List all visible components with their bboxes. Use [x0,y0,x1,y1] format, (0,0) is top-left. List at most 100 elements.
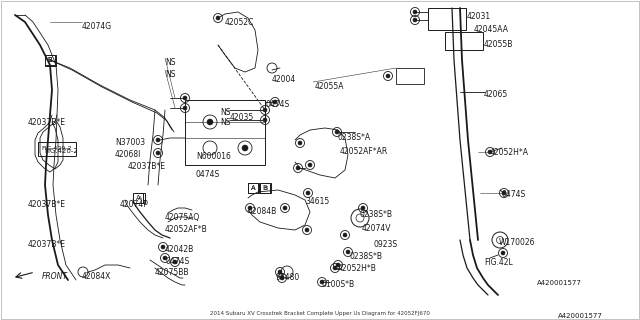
Text: B: B [263,186,267,190]
FancyBboxPatch shape [45,54,56,66]
Text: 34615: 34615 [305,197,329,206]
Circle shape [298,141,302,145]
Circle shape [173,260,177,264]
Circle shape [216,16,220,20]
Text: 0474S: 0474S [165,257,189,266]
Circle shape [333,266,337,270]
Text: A: A [251,185,255,191]
Circle shape [308,163,312,167]
Text: 0238S*B: 0238S*B [360,210,393,219]
Text: 0474S: 0474S [196,170,220,179]
Text: B: B [262,185,268,191]
FancyBboxPatch shape [259,183,271,193]
Text: A420001577: A420001577 [558,313,603,319]
Text: 42052C: 42052C [225,18,254,27]
Text: B: B [47,57,52,63]
Text: 0923S: 0923S [373,240,397,249]
Text: 42045AA: 42045AA [474,25,509,34]
Circle shape [156,138,160,142]
FancyBboxPatch shape [396,68,424,84]
Circle shape [488,150,492,154]
Circle shape [501,251,505,255]
Circle shape [386,74,390,78]
Text: 42052H*A: 42052H*A [490,148,529,157]
Text: 42074P: 42074P [120,200,149,209]
Text: A: A [251,186,255,190]
Text: FIG.420-2: FIG.420-2 [42,147,72,151]
Text: A: A [136,195,140,201]
FancyBboxPatch shape [45,55,55,65]
Text: B: B [47,57,52,63]
Text: 0474S: 0474S [502,190,526,199]
Text: 42042B: 42042B [165,245,195,254]
Text: 42037B*E: 42037B*E [128,162,166,171]
Circle shape [156,151,160,155]
Circle shape [280,276,284,280]
Text: 42052H*B: 42052H*B [338,264,377,273]
Text: NS: NS [165,70,175,79]
Text: 0474S: 0474S [265,100,289,109]
Text: A: A [138,196,142,201]
Text: 0238S*A: 0238S*A [338,133,371,142]
FancyBboxPatch shape [260,183,270,193]
Text: N37003: N37003 [115,138,145,147]
Circle shape [502,191,506,195]
Circle shape [305,228,309,232]
Circle shape [163,256,167,260]
Text: NS: NS [220,118,230,127]
Circle shape [263,108,267,112]
Text: 0238S*B: 0238S*B [350,252,383,261]
FancyBboxPatch shape [428,8,466,30]
Circle shape [306,191,310,195]
Text: 42084X: 42084X [82,272,111,281]
Text: 42035: 42035 [230,113,254,122]
FancyBboxPatch shape [135,193,145,203]
Text: FIG.420-2: FIG.420-2 [44,148,77,154]
Text: 42037B*E: 42037B*E [28,200,66,209]
Text: 94480: 94480 [275,273,300,282]
Circle shape [346,250,350,254]
Text: FIG.42L: FIG.42L [484,258,513,267]
FancyBboxPatch shape [133,193,143,203]
Circle shape [296,166,300,170]
Text: W170026: W170026 [499,238,536,247]
Text: 42075BB: 42075BB [155,268,189,277]
Circle shape [183,106,187,110]
Circle shape [336,263,340,267]
Text: 42074G: 42074G [82,22,112,31]
Text: 0100S*B: 0100S*B [322,280,355,289]
Text: 42037B*E: 42037B*E [28,240,66,249]
Text: FRONT: FRONT [42,272,68,281]
FancyBboxPatch shape [445,32,483,50]
Circle shape [263,118,267,122]
Circle shape [320,280,324,284]
Text: 42004: 42004 [272,75,296,84]
Circle shape [273,100,277,104]
Circle shape [335,130,339,134]
Text: 42084B: 42084B [248,207,277,216]
Circle shape [242,145,248,151]
Text: 42074V: 42074V [362,224,392,233]
Circle shape [413,10,417,14]
FancyBboxPatch shape [38,142,76,156]
Text: 2014 Subaru XV Crosstrek Bracket Complete Upper Us Diagram for 42052FJ670: 2014 Subaru XV Crosstrek Bracket Complet… [210,311,430,316]
Circle shape [361,206,365,210]
FancyBboxPatch shape [248,183,259,193]
Text: 42055B: 42055B [484,40,513,49]
Circle shape [183,96,187,100]
Text: 42037B*E: 42037B*E [28,118,66,127]
Text: 42068I: 42068I [115,150,141,159]
Text: 42075AQ: 42075AQ [165,213,200,222]
Circle shape [248,206,252,210]
Circle shape [283,206,287,210]
Circle shape [278,270,282,274]
Text: A420001577: A420001577 [537,280,582,286]
FancyBboxPatch shape [185,100,265,165]
Text: NS: NS [220,108,230,117]
Text: 42055A: 42055A [315,82,344,91]
Text: 42065: 42065 [484,90,508,99]
Text: 42052AF*B: 42052AF*B [165,225,208,234]
Text: 42052AF*AR: 42052AF*AR [340,147,388,156]
Circle shape [413,18,417,22]
Text: N600016: N600016 [196,152,231,161]
